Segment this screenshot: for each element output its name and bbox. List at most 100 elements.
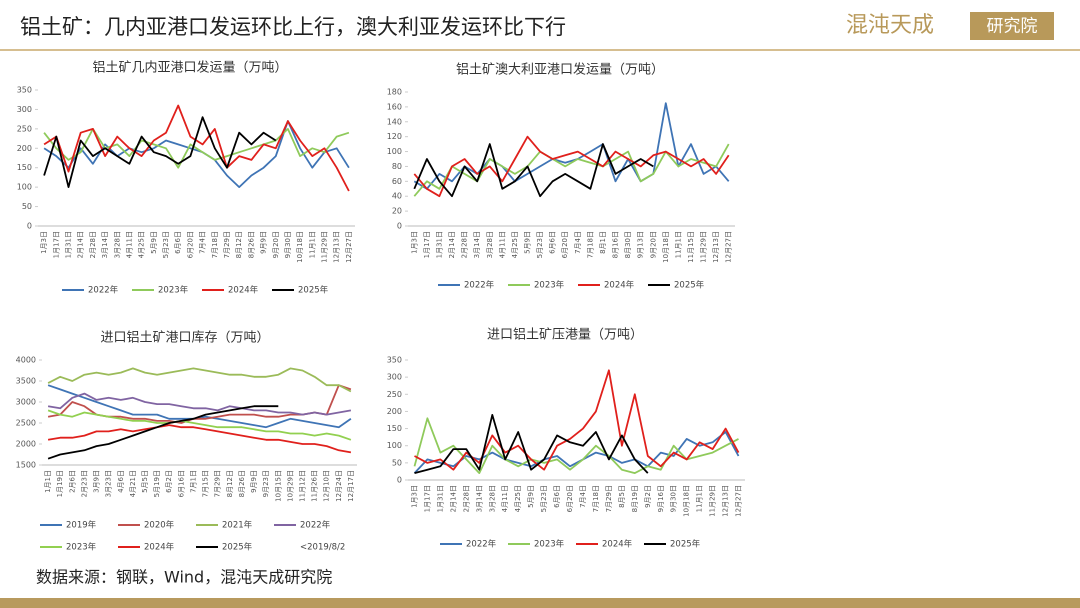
y-tick-label: 100: [387, 441, 402, 450]
x-tick-label: 11月29日: [700, 231, 708, 263]
footer-bar: [0, 598, 1080, 608]
x-tick-label: 8月30日: [624, 231, 632, 258]
legend-label: 2023年: [534, 539, 565, 550]
series-line: [47, 409, 352, 441]
x-tick-label: 3月28日: [488, 485, 496, 512]
x-tick-label: 1月17日: [423, 485, 431, 512]
series-line: [43, 120, 350, 188]
x-tick-label: 9月16日: [657, 485, 665, 512]
logo-text: 混沌天成: [846, 13, 934, 38]
legend-label: 2022年: [300, 520, 331, 531]
y-tick-label: 2500: [16, 419, 36, 428]
legend-label: 2022年: [464, 280, 495, 291]
x-tick-label: 5月23日: [162, 231, 170, 258]
x-tick-label: 5月19日: [153, 470, 161, 497]
y-tick-label: 50: [392, 458, 402, 467]
x-tick-label: 1月19日: [56, 470, 64, 497]
x-tick-label: 5月5日: [141, 470, 149, 493]
y-tick-label: 50: [22, 202, 32, 211]
x-tick-label: 11月29日: [709, 485, 717, 517]
x-tick-label: 9月9日: [260, 231, 268, 254]
x-tick-label: 4月25日: [138, 231, 146, 258]
x-tick-label: 2月14日: [77, 231, 85, 258]
x-tick-label: 7月18日: [586, 231, 594, 258]
x-tick-label: 9月20日: [649, 231, 657, 258]
x-tick-label: 6月20日: [561, 231, 569, 258]
x-tick-label: 1月3日: [410, 485, 418, 508]
x-tick-label: 2月28日: [462, 485, 470, 512]
x-tick-label: 7月18日: [211, 231, 219, 258]
series-line: [413, 417, 739, 474]
x-tick-label: 3月14日: [101, 231, 109, 258]
x-tick-label: 4月11日: [501, 485, 509, 512]
chart-title: 铝土矿澳大利亚港口发运量（万吨）: [456, 62, 664, 78]
x-tick-label: 5月23日: [536, 231, 544, 258]
x-tick-label: 11月26日: [311, 470, 319, 502]
legend-label: 2022年: [466, 539, 497, 550]
x-tick-label: 7月1日: [189, 470, 197, 493]
x-tick-label: 10月15日: [274, 470, 282, 502]
x-tick-label: 6月6日: [174, 231, 182, 254]
y-tick-label: 0: [397, 222, 402, 231]
series-line: [47, 384, 352, 429]
legend-label: 2024年: [602, 539, 633, 550]
x-tick-label: 5月9日: [523, 231, 531, 254]
slide-title: 铝土矿：几内亚港口发运环比上行，澳大利亚发运环比下行: [20, 15, 566, 39]
x-tick-label: 7月4日: [574, 231, 582, 254]
x-tick-label: 8月12日: [235, 231, 243, 258]
y-tick-label: 350: [17, 86, 32, 95]
legend-label: 2022年: [88, 285, 119, 296]
x-tick-label: 7月29日: [214, 470, 222, 497]
y-tick-label: 100: [387, 147, 402, 156]
y-tick-label: 4000: [16, 356, 36, 365]
x-tick-label: 3月23日: [105, 470, 113, 497]
y-tick-label: 180: [387, 88, 402, 97]
x-tick-label: 7月15日: [202, 470, 210, 497]
y-tick-label: 160: [387, 102, 402, 111]
x-tick-label: 10月29日: [286, 470, 294, 502]
x-tick-label: 6月6日: [553, 485, 561, 508]
x-tick-label: 8月19日: [631, 485, 639, 512]
x-tick-label: 6月20日: [566, 485, 574, 512]
x-tick-label: 9月30日: [284, 231, 292, 258]
x-tick-label: 2月23日: [80, 470, 88, 497]
x-tick-label: 3月14日: [475, 485, 483, 512]
x-tick-label: 3月28日: [486, 231, 494, 258]
x-tick-label: 7月29日: [223, 231, 231, 258]
x-tick-label: 1月31日: [436, 485, 444, 512]
x-tick-label: 9月30日: [670, 485, 678, 512]
x-tick-label: 10月18日: [296, 231, 304, 263]
x-tick-label: 11月1日: [308, 231, 316, 258]
x-tick-label: 9月20日: [272, 231, 280, 258]
x-tick-label: 11月1日: [696, 485, 704, 512]
x-tick-label: 12月27日: [345, 231, 353, 263]
x-tick-label: 9月9日: [250, 470, 258, 493]
x-tick-label: 2月28日: [461, 231, 469, 258]
x-tick-label: 7月29日: [605, 485, 613, 512]
series-line: [414, 369, 740, 471]
x-tick-label: 6月2日: [165, 470, 173, 493]
legend-label: 2020年: [144, 520, 175, 531]
x-tick-label: 11月1日: [674, 231, 682, 258]
x-tick-label: 1月17日: [52, 231, 60, 258]
x-tick-label: 12月27日: [725, 231, 733, 263]
x-tick-label: 8月12日: [226, 470, 234, 497]
x-tick-label: 6月16日: [177, 470, 185, 497]
y-tick-label: 250: [387, 390, 402, 399]
x-tick-label: 11月29日: [321, 231, 329, 263]
y-tick-label: 300: [387, 373, 402, 382]
x-tick-label: 3月14日: [473, 231, 481, 258]
x-tick-label: 4月11日: [498, 231, 506, 258]
x-tick-label: 2月28日: [89, 231, 97, 258]
x-tick-label: 2月14日: [449, 485, 457, 512]
x-tick-label: 7月4日: [199, 231, 207, 254]
x-tick-label: 12月13日: [333, 231, 341, 263]
y-tick-label: 120: [387, 132, 402, 141]
series-line: [414, 414, 649, 474]
legend-label: 2024年: [228, 285, 259, 296]
x-tick-label: 12月13日: [712, 231, 720, 263]
x-tick-label: 10月18日: [683, 485, 691, 517]
y-tick-label: 40: [392, 192, 402, 201]
y-tick-label: 0: [397, 476, 402, 485]
legend-label: 2025年: [674, 280, 705, 291]
